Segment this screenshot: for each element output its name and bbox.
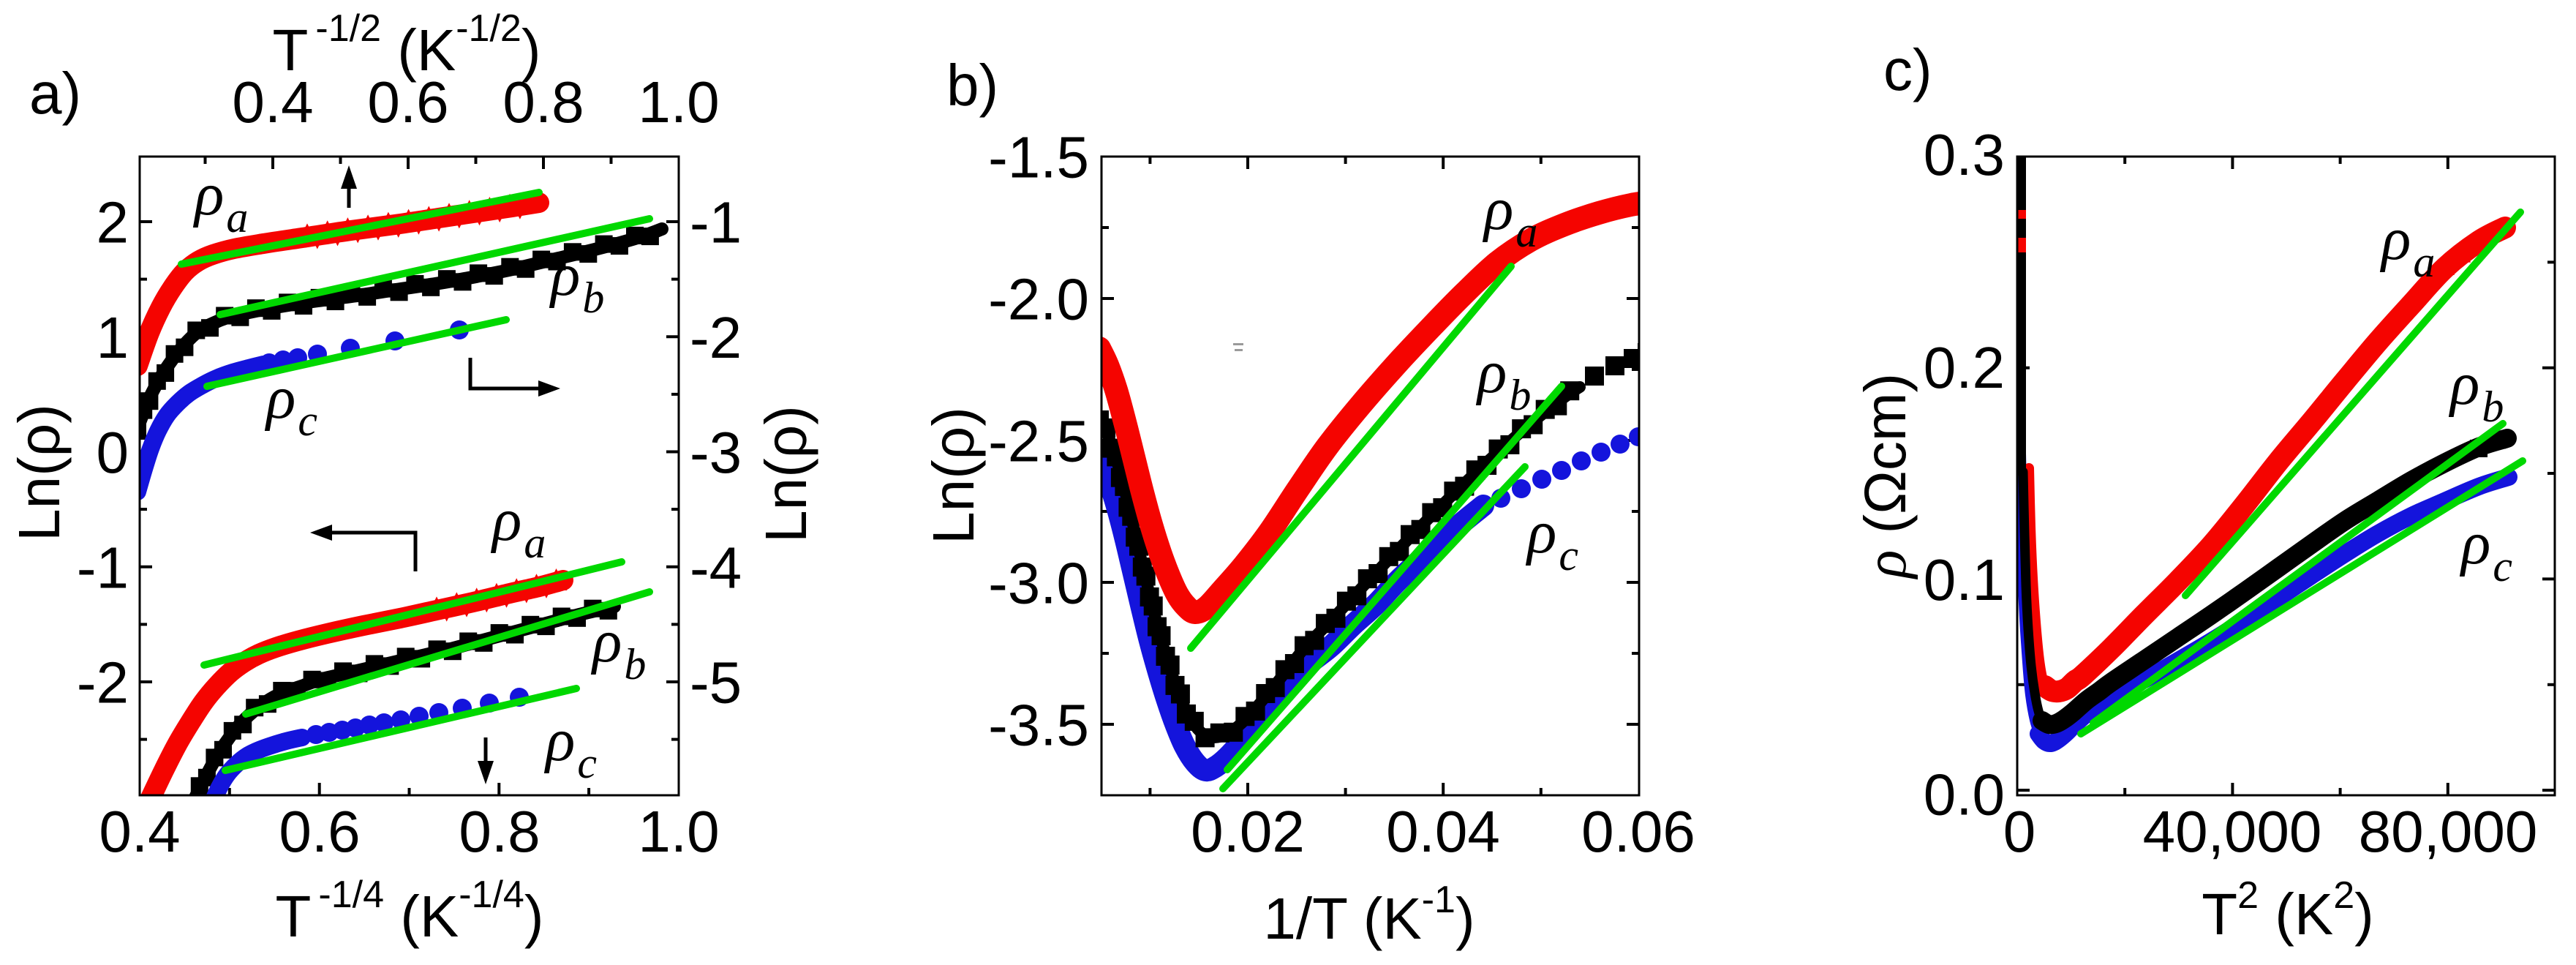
svg-text:0.4: 0.4 xyxy=(232,70,313,135)
svg-text:-3: -3 xyxy=(690,420,742,485)
svg-text:0.4: 0.4 xyxy=(99,799,180,864)
svg-text:-2.0: -2.0 xyxy=(988,267,1089,332)
svg-text:-2: -2 xyxy=(690,305,742,370)
svg-text:1.0: 1.0 xyxy=(638,799,719,864)
svg-text:ρ (Ωcm): ρ (Ωcm) xyxy=(1853,373,1918,580)
svg-text:-2.5: -2.5 xyxy=(988,409,1089,474)
svg-text:1.0: 1.0 xyxy=(638,70,719,135)
svg-text:a): a) xyxy=(29,61,81,126)
svg-text:-3.0: -3.0 xyxy=(988,551,1089,616)
svg-text:T2 (K2): T2 (K2) xyxy=(2202,874,2374,947)
svg-text:0.8: 0.8 xyxy=(459,799,540,864)
svg-text:0: 0 xyxy=(2003,799,2036,864)
svg-text:c): c) xyxy=(1883,37,1932,102)
svg-text:-4: -4 xyxy=(690,535,742,600)
svg-text:1: 1 xyxy=(97,305,129,370)
svg-text:0.8: 0.8 xyxy=(502,70,584,135)
svg-text:Ln(ρ): Ln(ρ) xyxy=(921,407,986,544)
svg-text:-3.5: -3.5 xyxy=(988,693,1089,758)
svg-text:0.04: 0.04 xyxy=(1386,799,1500,864)
svg-text:-1: -1 xyxy=(690,190,742,255)
svg-text:ρa: ρa xyxy=(490,486,546,567)
svg-text:-5: -5 xyxy=(690,650,742,716)
svg-text:b): b) xyxy=(946,53,998,118)
svg-text:0.6: 0.6 xyxy=(279,799,360,864)
svg-text:80,000: 80,000 xyxy=(2359,799,2538,864)
svg-text:0: 0 xyxy=(97,420,129,485)
svg-text:0.2: 0.2 xyxy=(1924,335,2005,400)
svg-text:0.0: 0.0 xyxy=(1924,762,2005,827)
svg-text:0.02: 0.02 xyxy=(1191,799,1305,864)
svg-text:0.3: 0.3 xyxy=(1924,122,2005,187)
svg-text:-1.5: -1.5 xyxy=(988,125,1089,190)
svg-text:0.06: 0.06 xyxy=(1581,799,1695,864)
svg-text:-2: -2 xyxy=(77,650,129,716)
svg-text:40,000: 40,000 xyxy=(2143,799,2322,864)
svg-text:Ln(ρ): Ln(ρ) xyxy=(753,405,818,543)
svg-text:Ln(ρ): Ln(ρ) xyxy=(7,404,72,541)
svg-text:-1: -1 xyxy=(77,535,129,600)
svg-text:0.1: 0.1 xyxy=(1924,547,2005,612)
svg-text:ρa: ρa xyxy=(1482,175,1537,256)
svg-text:2: 2 xyxy=(97,190,129,255)
svg-text:0.6: 0.6 xyxy=(367,70,448,135)
